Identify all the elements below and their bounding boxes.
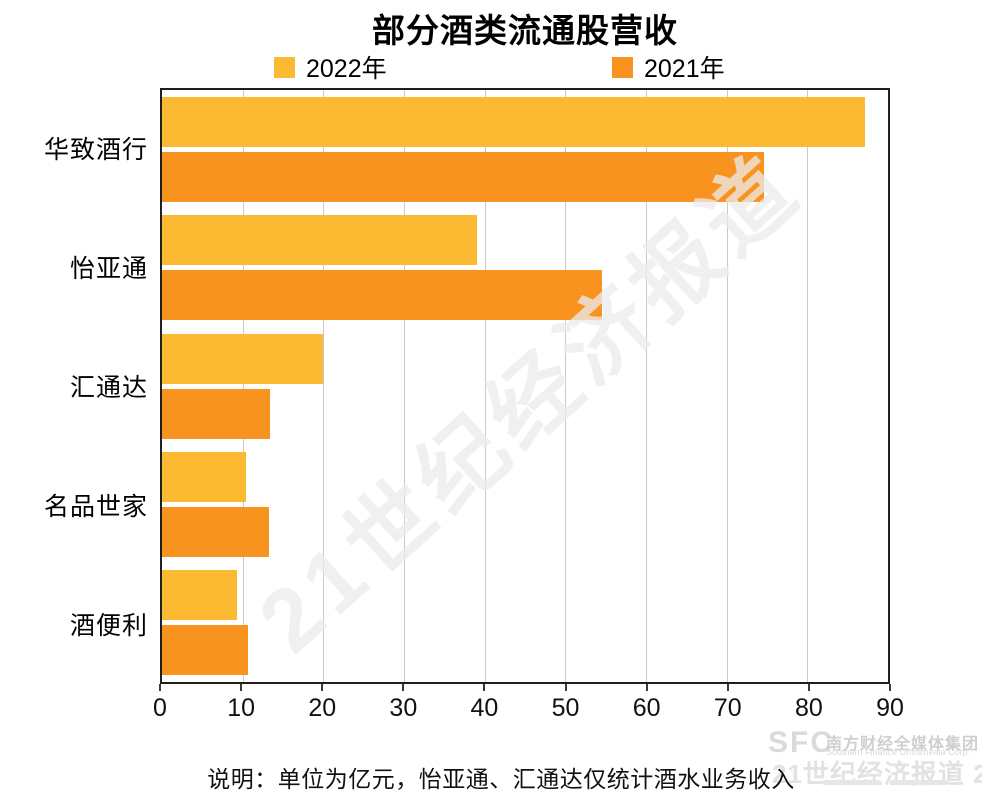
category-label-2: 怡亚通 — [69, 254, 148, 283]
x-tick-label-60: 60 — [632, 694, 661, 722]
bar-酒便利-2022年 — [162, 570, 238, 621]
x-tick-mark — [726, 684, 729, 691]
plot-area: 21世纪经济报道 — [160, 88, 890, 684]
footnote: 说明：单位为亿元，怡亚通、汇通达仅统计酒水业务收入 — [207, 766, 795, 792]
bar-怡亚通-2022年 — [162, 215, 477, 266]
x-tick-label-80: 80 — [794, 694, 823, 722]
bar-group-4 — [162, 445, 888, 563]
gridline — [484, 90, 486, 682]
x-tick-label-90: 90 — [876, 694, 904, 722]
gridline — [726, 90, 728, 682]
gridline — [807, 90, 809, 682]
bar-华致酒行-2022年 — [162, 96, 865, 147]
x-tick-mark — [159, 684, 161, 691]
x-tick-label-70: 70 — [713, 694, 742, 722]
x-tick-mark — [889, 684, 891, 691]
legend-item-2022: 2022年 — [274, 49, 387, 85]
x-tick-label-50: 50 — [551, 694, 580, 722]
media-group-name-en: Southern Finance Omnimedia Corp. — [826, 747, 971, 757]
gridline — [323, 90, 325, 682]
category-axis: 华致酒行怡亚通汇通达名品世家酒便利 — [0, 88, 148, 684]
x-tick-label-30: 30 — [389, 694, 418, 722]
x-tick-label-10: 10 — [227, 694, 256, 722]
bar-group-1 — [162, 90, 888, 208]
category-label-3: 汇通达 — [69, 374, 148, 402]
x-axis-ticks — [159, 684, 891, 692]
bar-怡亚通-2021年 — [162, 270, 602, 321]
gridline — [565, 90, 567, 682]
chart-title: 部分酒类流通股营收 — [372, 12, 678, 49]
micro-text-strip — [890, 780, 947, 785]
bar-名品世家-2021年 — [162, 506, 270, 557]
bar-group-2 — [162, 208, 888, 326]
category-label-5: 酒便利 — [69, 612, 148, 641]
x-tick-label-40: 40 — [470, 694, 499, 722]
bar-华致酒行-2021年 — [162, 151, 764, 202]
legend-label-2021: 2021年 — [644, 55, 725, 83]
category-label-4: 名品世家 — [43, 493, 148, 522]
gridline — [404, 90, 405, 682]
category-label-1: 华致酒行 — [43, 135, 148, 164]
bar-group-5 — [162, 564, 888, 682]
x-tick-label-0: 0 — [153, 694, 167, 722]
x-tick-mark — [321, 684, 324, 691]
legend-swatch-2022 — [274, 56, 295, 78]
legend-item-2021: 2021年 — [612, 49, 725, 85]
bar-group-3 — [162, 327, 888, 445]
x-tick-mark — [240, 684, 243, 691]
x-tick-mark — [645, 684, 648, 691]
x-axis-labels: 0 10 20 30 40 50 60 70 80 90 — [153, 694, 904, 724]
legend-label-2022: 2022年 — [306, 55, 387, 83]
x-tick-mark — [483, 684, 486, 691]
x-tick-mark — [402, 684, 405, 691]
legend-swatch-2021 — [612, 56, 633, 78]
x-tick-mark — [564, 684, 567, 691]
bar-汇通达-2022年 — [162, 333, 323, 384]
gridline — [646, 90, 647, 682]
media-group-name: 南方财经全媒体集团 — [826, 736, 980, 753]
sfc-logo: SFC — [768, 726, 834, 759]
bar-酒便利-2021年 — [162, 625, 248, 676]
x-tick-label-20: 20 — [308, 694, 337, 722]
micro-text-strip — [823, 780, 881, 785]
x-tick-mark — [807, 684, 810, 691]
gridline — [242, 90, 244, 682]
bar-名品世家-2022年 — [162, 451, 246, 502]
bar-汇通达-2021年 — [162, 388, 271, 439]
